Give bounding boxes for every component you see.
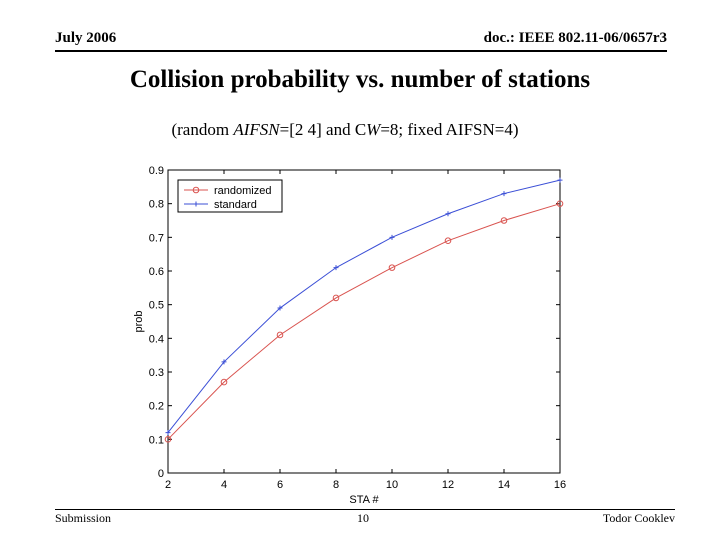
footer-page-number: 10 <box>357 511 369 525</box>
y-tick-label: 0.7 <box>149 232 164 244</box>
x-tick-label: 10 <box>386 479 398 491</box>
x-tick-label: 2 <box>165 479 171 491</box>
data-point-randomized <box>276 331 284 339</box>
y-tick-label: 0.6 <box>149 266 164 278</box>
data-point-standard <box>333 265 339 271</box>
footer-rule <box>55 509 675 510</box>
subtitle-aifsn: AIFSN <box>233 120 280 139</box>
x-tick-label: 14 <box>498 479 510 491</box>
x-tick-label: 6 <box>277 479 283 491</box>
chart-svg: 0 0.1 0.2 0.3 0.4 0.5 0.6 0.7 0.8 0.9 2 4 6 8 10 12 14 16… <box>133 165 566 505</box>
data-point-standard <box>389 234 395 240</box>
series-line-standard <box>167 179 561 433</box>
y-tick-label: 0.8 <box>149 199 164 211</box>
y-tick-label: 0.1 <box>149 434 164 446</box>
data-point-randomized <box>332 294 340 302</box>
y-tick-label: 0.2 <box>149 401 164 413</box>
data-point-standard <box>221 359 227 365</box>
y-tick-label: 0.9 <box>149 165 164 177</box>
data-point-standard <box>445 211 451 217</box>
x-tick-label: 12 <box>442 479 454 491</box>
x-axis-label: STA # <box>349 494 379 505</box>
x-tick-label: 4 <box>221 479 227 491</box>
data-point-standard <box>277 305 283 311</box>
footer-author: Todor Cooklev <box>602 511 675 525</box>
header-doc-id: doc.: IEEE 802.11-06/0657r3 <box>483 30 667 46</box>
subtitle-suffix: =8; fixed AIFSN=4) <box>380 120 519 139</box>
subtitle-prefix: (random <box>171 120 234 139</box>
x-tick-label: 16 <box>554 479 566 491</box>
data-point-randomized <box>444 237 452 244</box>
legend-marker-standard <box>193 201 199 207</box>
subtitle-w: W <box>366 120 381 139</box>
data-point-randomized <box>556 200 564 207</box>
plot-frame <box>167 169 561 474</box>
legend-label-randomized: randomized <box>214 185 271 197</box>
y-tick-label: 0.5 <box>149 300 164 312</box>
collision-chart: 0 0.1 0.2 0.3 0.4 0.5 0.6 0.7 0.8 0.9 2 4 6 8 10 12 14 16… <box>130 155 570 505</box>
legend-box <box>177 179 283 213</box>
data-point-standard <box>165 430 171 436</box>
header-date: July 2006 <box>55 30 117 46</box>
y-axis-label: prob <box>133 310 145 332</box>
data-point-randomized <box>220 378 228 386</box>
subtitle-mid: =[2 4] and C <box>279 120 367 139</box>
header-rule <box>55 50 667 52</box>
series-line-randomized <box>167 203 561 440</box>
footer-submission: Submission <box>55 511 112 525</box>
y-tick-label: 0 <box>158 468 164 480</box>
x-tick-label: 8 <box>333 479 339 491</box>
data-point-randomized <box>500 217 508 224</box>
data-point-randomized <box>388 264 396 271</box>
y-tick-label: 0.4 <box>149 333 164 345</box>
slide-subtitle: (random AIFSN=[2 4] and CW=8; fixed AIFS… <box>0 120 690 140</box>
data-point-randomized <box>164 436 172 443</box>
data-point-standard <box>557 177 563 183</box>
y-tick-label: 0.3 <box>149 367 164 379</box>
legend-marker-randomized <box>192 186 200 194</box>
legend-label-standard: standard <box>214 199 257 211</box>
data-point-standard <box>501 191 507 197</box>
slide-title: Collision probability vs. number of stat… <box>129 66 591 93</box>
